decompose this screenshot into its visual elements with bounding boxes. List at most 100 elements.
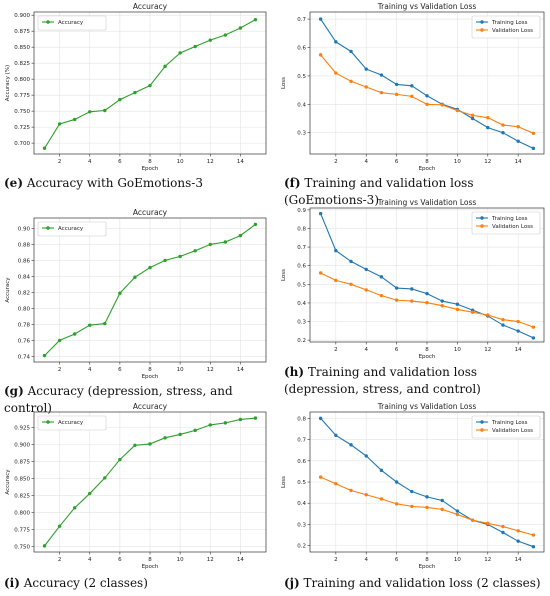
chart-j-series-1-point-11: [486, 521, 490, 526]
chart-f-ytick-label-4: 0.7: [297, 17, 306, 23]
chart-j-series-0-point-5: [394, 480, 399, 484]
chart-h-series-1-point-10: [470, 310, 475, 314]
chart-f-series-1-point-10: [470, 113, 475, 118]
chart-e-ytick-label-8: 0.900: [14, 13, 30, 19]
chart-e-series-0-point-8: [163, 64, 167, 69]
caption-f-letter: (f): [284, 176, 301, 190]
chart-i-series-0-point-14: [253, 416, 258, 420]
chart-j-xlabel: Epoch: [419, 564, 436, 570]
chart-f-legend-label-1: Validation Loss: [492, 28, 533, 34]
chart-j-series-1-point-5: [394, 502, 399, 506]
caption-h-text: Training and validation loss (depression…: [284, 365, 481, 396]
chart-j-series-1-point-1: [334, 481, 338, 486]
chart-g-series-0-point-4: [103, 321, 107, 326]
chart-j-series-0-point-1: [334, 433, 338, 438]
caption-i: (i) Accuracy (2 classes): [4, 575, 268, 592]
caption-i-letter: (i): [4, 576, 20, 590]
chart-i-ytick-label-2: 0.800: [14, 511, 30, 517]
chart-i: Accuracy 2 4 6 8 10 12 14 0.750 0.775 0.800 0.825 0.…: [0, 400, 272, 570]
chart-f-series-1-point-4: [379, 90, 384, 95]
chart-h-ytick-label-3: 0.5: [297, 282, 306, 288]
chart-i-series-0-point-1: [57, 524, 62, 528]
chart-h-series-1-point-6: [410, 299, 414, 303]
caption-f: (f) Training and validation loss (GoEmot…: [284, 175, 548, 209]
chart-g-legend-label-0: Accuracy: [58, 226, 84, 232]
chart-j-legend-marker-1: [480, 428, 484, 432]
chart-e-ytick-label-7: 0.875: [14, 29, 30, 35]
chart-h-series-1-point-1: [334, 278, 338, 283]
chart-i-title: Accuracy: [133, 402, 168, 411]
chart-e-legend-label-0: Accuracy: [58, 20, 84, 26]
chart-h-legend-marker-1: [480, 224, 484, 228]
chart-e-series-0-point-7: [148, 83, 152, 88]
chart-j-ytick-label-3: 0.5: [297, 480, 306, 486]
chart-h-series-1-point-5: [394, 298, 399, 302]
chart-j-ytick-label-6: 0.8: [297, 416, 306, 422]
chart-e-title: Accuracy: [133, 2, 168, 11]
chart-f-svg: Training vs Validation Loss 2 4 6 8 10 12 14 0.3…: [281, 2, 545, 172]
chart-g-series-0-point-14: [253, 222, 258, 227]
chart-i-ytick-label-6: 0.900: [14, 443, 30, 449]
caption-f-text: Training and validation loss (GoEmotions…: [284, 176, 474, 207]
chart-i-series-0-point-7: [148, 442, 152, 446]
chart-h-xtick-label-3: 8: [425, 347, 429, 353]
chart-f-series-0-point-0: [318, 17, 323, 21]
chart-f-ytick-label-2: 0.5: [297, 74, 306, 80]
chart-j-series-0-point-7: [425, 495, 429, 499]
chart-j-xtick-label-6: 14: [515, 557, 522, 563]
chart-e-ytick-label-6: 0.850: [14, 45, 30, 51]
chart-g-series-0-point-10: [193, 249, 197, 253]
chart-f-series-1-point-3: [364, 85, 368, 89]
chart-f-ylabel: Loss: [281, 77, 287, 89]
chart-h-legend-marker-0: [480, 216, 484, 220]
chart-j-svg: Training vs Validation Loss 2 4 6 8 10 12 14 0.2…: [281, 402, 545, 570]
chart-f-series-1-point-13: [516, 125, 520, 129]
chart-g-series-0-point-1: [57, 338, 62, 343]
chart-j-series-1-point-0: [318, 475, 323, 479]
chart-f-legend-marker-1: [480, 28, 484, 32]
chart-g-title: Accuracy: [133, 208, 168, 217]
chart-e-legend-marker-0: [46, 20, 50, 24]
chart-e-legend: [37, 15, 107, 31]
chart-i-ylabel: Accuracy: [5, 469, 11, 495]
chart-j-legend: [471, 415, 541, 439]
chart-h-series-0-point-14: [531, 336, 536, 340]
chart-f-series-1-point-11: [486, 115, 490, 120]
chart-j-series-0-point-12: [501, 530, 505, 535]
chart-f-title: Training vs Validation Loss: [377, 2, 477, 11]
chart-j-series-0-point-9: [455, 509, 460, 513]
chart-j-series-0-point-2: [349, 443, 353, 447]
chart-i-legend-label-0: Accuracy: [58, 420, 84, 426]
chart-h-series-0-point-5: [394, 286, 399, 290]
chart-g-xtick-label-4: 10: [177, 367, 184, 373]
chart-h-xtick-label-2: 6: [395, 347, 399, 353]
chart-i-series-0-point-12: [223, 421, 228, 425]
chart-e-ytick-label-0: 0.700: [14, 141, 30, 147]
chart-g-ytick-label-1: 0.76: [18, 338, 31, 344]
chart-e-series-0-point-4: [103, 108, 107, 113]
chart-e-xtick-label-4: 10: [177, 159, 184, 165]
chart-i-series-0-point-13: [238, 417, 243, 422]
chart-e-series-0-point-9: [178, 51, 182, 55]
chart-f-legend-label-0: Training Loss: [491, 20, 528, 26]
chart-i-ytick-label-7: 0.925: [14, 426, 30, 432]
chart-e-ytick-label-3: 0.775: [14, 93, 30, 99]
chart-f-ytick-label-3: 0.6: [297, 46, 306, 52]
chart-f-series-0-point-11: [486, 125, 490, 130]
caption-g: (g) Accuracy (depression, stress, and co…: [4, 383, 268, 417]
chart-j-xtick-label-5: 12: [484, 557, 491, 563]
chart-e-ytick-label-5: 0.825: [14, 61, 30, 67]
chart-h-xtick-label-4: 10: [454, 347, 461, 353]
chart-f-series-1-point-1: [334, 71, 338, 75]
chart-f-xlabel: Epoch: [419, 166, 436, 172]
chart-i-ytick-label-0: 0.750: [14, 545, 30, 551]
chart-j-series-0-point-8: [440, 498, 444, 503]
chart-g-series-0-point-6: [133, 275, 137, 279]
chart-h-series-0-point-0: [318, 211, 323, 216]
chart-j-series-1-point-13: [516, 529, 520, 533]
chart-g-xtick-label-2: 6: [118, 367, 122, 373]
chart-g-ylabel: Accuracy: [5, 277, 11, 303]
chart-h-xtick-label-5: 12: [484, 347, 491, 353]
chart-h-ytick-label-7: 0.9: [297, 208, 306, 214]
chart-f-series-1-point-12: [501, 123, 505, 127]
